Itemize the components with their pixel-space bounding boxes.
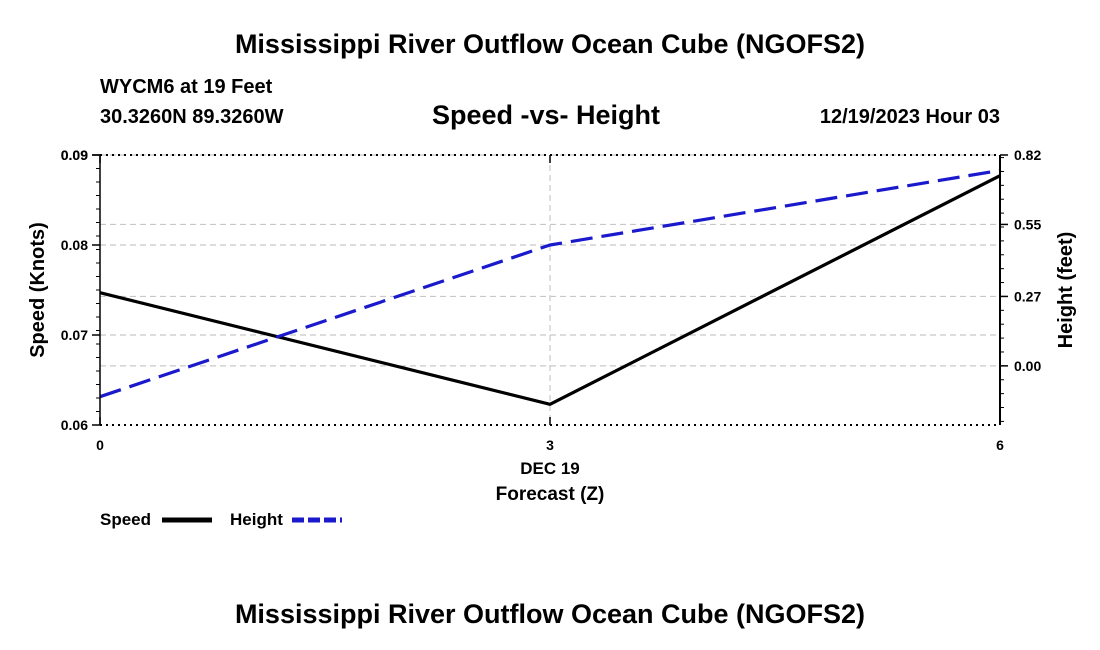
series-line-height: [99, 168, 1001, 399]
chart-title: Speed -vs- Height: [432, 100, 661, 130]
legend: Speed Height: [100, 510, 342, 529]
legend-speed-label: Speed: [100, 510, 151, 529]
series-layer: [99, 168, 1001, 406]
series-line-speed: [99, 174, 1001, 406]
x-axis-date-label: DEC 19: [520, 459, 580, 478]
x-axis-tick-label: 6: [996, 437, 1004, 453]
labels-layer: Forecast (Z) DEC 19 Speed (Knots) Height…: [27, 222, 1077, 505]
y-axis-left-tick-label: 0.06: [61, 417, 88, 433]
y-axis-left-tick-label: 0.09: [61, 147, 88, 163]
y-axis-left-tick-label: 0.08: [61, 237, 88, 253]
x-axis-tick-label: 3: [546, 437, 554, 453]
y-axis-right-tick-label: 0.00: [1014, 358, 1041, 374]
axes-layer: 0.060.070.080.090.090.000.270.550.820 3 6: [61, 147, 1042, 453]
grid-layer: [100, 154, 1000, 425]
x-axis-label: Forecast (Z): [496, 484, 605, 505]
forecast-date: 12/19/2023 Hour 03: [819, 106, 1000, 128]
y-axis-left-tick-label: 0.09: [61, 147, 88, 163]
y-axis-right-tick-label: 0.82: [1014, 147, 1041, 163]
footer-title: Mississippi River Outflow Ocean Cube (NG…: [234, 599, 866, 629]
y-axis-right-label: Height (feet): [1055, 232, 1077, 349]
y-axis-left-label: Speed (Knots): [27, 222, 49, 358]
y-axis-left-tick-label: 0.07: [61, 327, 88, 343]
x-axis-tick-label: 0: [96, 437, 104, 453]
y-axis-right-tick-label: 0.55: [1014, 216, 1041, 232]
legend-height-label: Height: [230, 510, 283, 529]
main-title: Mississippi River Outflow Ocean Cube (NG…: [234, 29, 866, 59]
y-axis-right-tick-label: 0.27: [1014, 288, 1041, 304]
station-label: WYCM6 at 19 Feet: [100, 76, 273, 98]
station-coordinates: 30.3260N 89.3260W: [100, 106, 284, 128]
